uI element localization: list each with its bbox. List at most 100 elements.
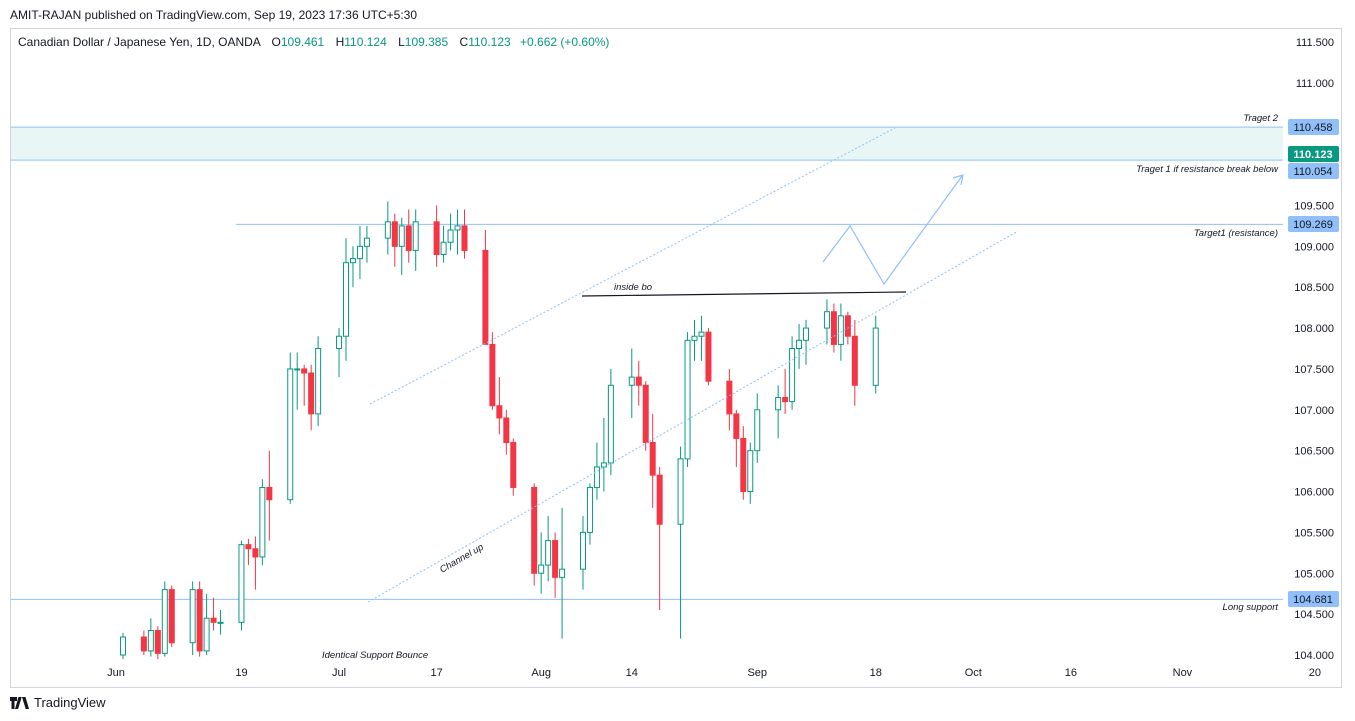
candle-2023-09-11[interactable]: [823, 299, 830, 345]
candle-2023-07-11[interactable]: [391, 213, 398, 267]
candle-body: [217, 621, 224, 624]
candle-2023-07-25[interactable]: [489, 332, 496, 410]
candle-2023-08-08[interactable]: [586, 483, 593, 545]
publisher-line: AMIT-RAJAN published on TradingView.com,…: [10, 8, 418, 22]
candle-2023-07-27[interactable]: [503, 409, 510, 455]
candle-2023-08-07[interactable]: [579, 516, 586, 590]
candle-2023-09-15[interactable]: [851, 319, 858, 406]
candle-2023-06-30[interactable]: [315, 336, 322, 427]
candle-2023-09-04[interactable]: [775, 385, 782, 439]
candle-body: [775, 397, 782, 411]
candle-2023-08-22[interactable]: [684, 332, 691, 468]
candle-2023-08-16[interactable]: [642, 381, 649, 451]
candle-2023-09-07[interactable]: [796, 323, 803, 369]
candle-2023-06-28[interactable]: [301, 364, 308, 406]
high-value: 110.124: [344, 35, 387, 49]
candle-2023-08-14[interactable]: [628, 348, 635, 418]
candle-2023-07-05[interactable]: [349, 246, 356, 288]
footer-brand[interactable]: TradingView: [10, 695, 106, 710]
candle-2023-06-14[interactable]: [203, 593, 210, 655]
candle-2023-08-24[interactable]: [698, 315, 705, 361]
candle-2023-06-12[interactable]: [189, 581, 196, 655]
candle-2023-07-28[interactable]: [510, 438, 517, 496]
candle-2023-07-19[interactable]: [447, 213, 454, 251]
candle-2023-07-03[interactable]: [336, 328, 343, 378]
candle-2023-08-25[interactable]: [705, 328, 712, 386]
candle-2023-06-27[interactable]: [294, 352, 301, 410]
candle-body: [363, 237, 370, 247]
candle-2023-08-03[interactable]: [552, 532, 559, 598]
candle-body: [259, 486, 266, 558]
candle-body: [830, 311, 837, 345]
candle-body: [635, 376, 642, 386]
target2-price-tag: [1288, 119, 1339, 135]
candle-2023-07-17[interactable]: [433, 205, 440, 267]
candle-2023-07-04[interactable]: [343, 238, 350, 361]
candle-2023-08-10[interactable]: [600, 417, 607, 492]
candle-2023-06-23[interactable]: [266, 450, 273, 541]
candle-2023-06-07[interactable]: [154, 626, 161, 660]
candle-2023-07-24[interactable]: [482, 229, 489, 345]
candle-2023-08-28[interactable]: [726, 368, 733, 431]
candle-2023-06-20[interactable]: [245, 538, 252, 566]
low-label: L: [398, 35, 405, 49]
candle-2023-07-21[interactable]: [461, 209, 468, 259]
candle-2023-06-29[interactable]: [308, 364, 315, 431]
candle-body: [412, 221, 419, 251]
candle-2023-08-01[interactable]: [538, 532, 545, 594]
candle-2023-06-02[interactable]: [119, 632, 126, 660]
candle-2023-06-26[interactable]: [287, 352, 294, 504]
candle-2023-08-15[interactable]: [635, 360, 642, 406]
candle-2023-08-11[interactable]: [607, 368, 614, 476]
candle-2023-08-31[interactable]: [747, 442, 754, 504]
x-tick-label: Oct: [965, 667, 982, 679]
y-tick-label: 106.000: [1294, 487, 1334, 499]
inside-bo-line: [581, 291, 907, 297]
candle-2023-08-21[interactable]: [677, 446, 684, 639]
candle-2023-09-08[interactable]: [803, 319, 810, 365]
candle-2023-09-12[interactable]: [830, 303, 837, 353]
candle-2023-07-14[interactable]: [412, 209, 419, 271]
candle-body: [503, 417, 510, 443]
candle-2023-06-15[interactable]: [210, 597, 217, 631]
candle-2023-08-30[interactable]: [740, 426, 747, 500]
candle-2023-06-21[interactable]: [252, 536, 259, 590]
candle-body: [733, 413, 740, 439]
candle-2023-09-18[interactable]: [872, 315, 879, 394]
candle-2023-07-13[interactable]: [405, 209, 412, 263]
candle-2023-08-29[interactable]: [733, 409, 740, 468]
candle-2023-08-18[interactable]: [656, 467, 663, 611]
candle-2023-06-19[interactable]: [238, 540, 245, 631]
candle-2023-08-04[interactable]: [559, 507, 566, 639]
candle-2023-07-20[interactable]: [454, 209, 461, 255]
candle-2023-07-07[interactable]: [363, 225, 370, 263]
candle-body: [691, 335, 698, 341]
candle-2023-06-06[interactable]: [147, 618, 154, 657]
candle-2023-08-02[interactable]: [545, 516, 552, 582]
candle-2023-06-08[interactable]: [161, 581, 168, 657]
candle-2023-06-22[interactable]: [259, 479, 266, 566]
candle-2023-07-31[interactable]: [531, 483, 538, 586]
candle-2023-07-18[interactable]: [440, 225, 447, 263]
candle-2023-08-23[interactable]: [691, 319, 698, 361]
candle-2023-06-13[interactable]: [196, 581, 203, 657]
candle-body: [754, 409, 761, 452]
candle-2023-07-10[interactable]: [384, 201, 391, 255]
candle-2023-06-09[interactable]: [168, 585, 175, 647]
candle-2023-06-05[interactable]: [140, 630, 147, 655]
candle-2023-08-09[interactable]: [593, 442, 600, 500]
candle-2023-09-05[interactable]: [782, 368, 789, 414]
candle-2023-07-12[interactable]: [398, 217, 405, 275]
candle-body: [461, 225, 468, 251]
candle-2023-06-16[interactable]: [217, 610, 224, 635]
candle-2023-07-06[interactable]: [356, 225, 363, 280]
candle-2023-07-26[interactable]: [496, 377, 503, 435]
candle-body: [642, 384, 649, 443]
target1-label: Traget 1 if resistance break below: [1136, 164, 1279, 175]
candle-2023-09-06[interactable]: [789, 336, 796, 410]
candle-2023-09-01[interactable]: [754, 393, 761, 463]
candle-2023-08-17[interactable]: [649, 413, 656, 508]
candle-body: [600, 462, 607, 468]
x-tick-label: 18: [870, 667, 882, 679]
